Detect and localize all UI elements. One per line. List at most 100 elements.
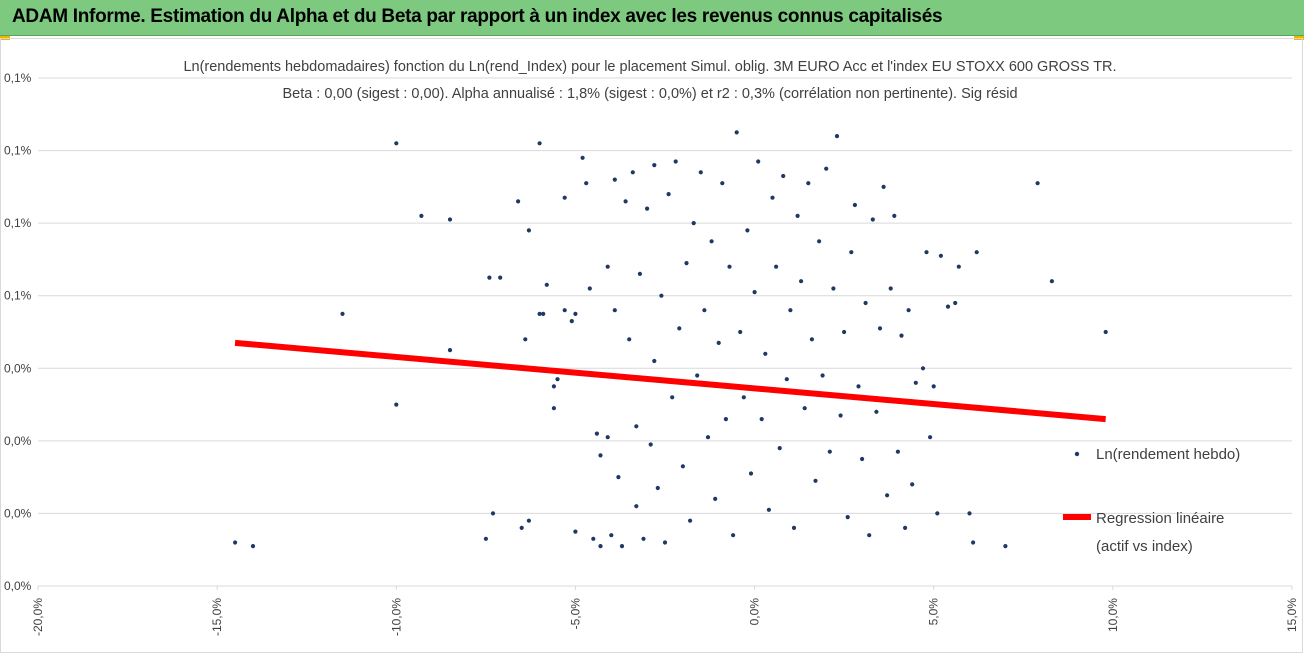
scatter-point [723, 417, 729, 422]
scatter-point [863, 300, 868, 306]
y-tick-label: 0,0% [4, 361, 32, 375]
report-banner: ADAM Informe. Estimation du Alpha et du … [0, 0, 1304, 36]
scatter-point [394, 402, 399, 407]
scatter-point [745, 228, 750, 233]
x-tick-label: 0,0% [748, 598, 762, 626]
scatter-point [702, 308, 707, 313]
scatter-point [648, 442, 653, 447]
scatter-point [662, 540, 668, 545]
scatter-point [250, 544, 256, 549]
scatter-point [766, 507, 772, 512]
scatter-point [587, 286, 592, 291]
scatter-point [695, 373, 700, 378]
scatter-point [487, 275, 492, 280]
scatter-point [938, 253, 944, 258]
scatter-point [791, 525, 797, 531]
scatter-point [680, 464, 686, 469]
legend-line-label-2: (actif vs index) [1096, 538, 1193, 555]
scatter-point [885, 493, 890, 498]
scatter-point [573, 311, 578, 316]
scatter-point [945, 304, 951, 309]
scatter-point [598, 544, 603, 549]
scatter-point [594, 431, 600, 436]
scatter-point [752, 290, 757, 295]
scatter-point [562, 308, 567, 313]
scatter-point [831, 286, 836, 291]
scatter-point [637, 271, 643, 276]
scatter-point [903, 525, 908, 531]
scatter-point [827, 449, 832, 454]
scatter-point [817, 239, 822, 244]
scatter-point [498, 275, 503, 280]
scatter-point [605, 264, 610, 269]
scatter-point [770, 195, 775, 200]
scatter-point [734, 130, 739, 135]
scatter-point [856, 384, 861, 389]
scatter-point [523, 337, 528, 342]
y-tick-label: 0,0% [4, 506, 32, 520]
scatter-point [537, 311, 542, 316]
scatter-point [641, 536, 646, 541]
scatter-point [716, 340, 721, 345]
axes-layer: 0,0% 0,0% 0,0% 0,0% 0,1% 0,1% 0,1% 0,1% -20,0% -1… [4, 71, 1299, 636]
y-tick-label: 0,1% [4, 289, 32, 303]
scatter-point [673, 159, 678, 164]
scatter-point [842, 329, 847, 335]
y-tick-label: 0,0% [4, 434, 32, 448]
scatter-point [756, 159, 761, 164]
scatter-point [541, 311, 546, 316]
scatter-point [759, 417, 764, 422]
scatter-point [974, 250, 979, 255]
scatter-point [580, 155, 585, 160]
scatter-point [630, 170, 635, 175]
scatter-point [652, 163, 657, 168]
x-tick-label: -20,0% [31, 598, 45, 636]
scatter-point [537, 141, 542, 146]
regression-layer [234, 339, 1106, 423]
scatter-point [956, 264, 961, 269]
scatter-point [731, 533, 736, 538]
scatter-point [931, 384, 936, 389]
scatter-point [928, 435, 933, 440]
scatter-point [935, 511, 940, 516]
scatter-point [777, 446, 782, 451]
chart-frame [0, 38, 1303, 653]
scatter-point [913, 380, 918, 385]
points-layer [233, 130, 1108, 549]
scatter-point [813, 478, 818, 483]
x-tick-label: 15,0% [1285, 598, 1299, 632]
scatter-point [849, 250, 854, 255]
scatter-point [845, 515, 850, 520]
scatter-point [877, 326, 883, 331]
scatter-point [619, 544, 625, 549]
scatter-point [781, 173, 786, 179]
scatter-point [727, 264, 732, 269]
scatter-point [874, 409, 879, 414]
scatter-point [652, 358, 657, 364]
scatter-point [899, 333, 904, 338]
scatter-point [713, 496, 718, 501]
scatter-point [623, 199, 628, 204]
scatter-point [953, 300, 958, 306]
scatter-point [666, 192, 671, 197]
x-tick-label: -15,0% [210, 598, 224, 636]
scatter-point [834, 134, 840, 139]
scatter-point [802, 406, 807, 411]
scatter-point [738, 329, 743, 335]
scatter-point [1049, 279, 1054, 284]
scatter-point [709, 239, 714, 244]
scatter-point [591, 536, 596, 541]
scatter-point [895, 449, 901, 454]
scatter-point [748, 471, 754, 476]
scatter-point [824, 166, 829, 171]
scatter-point [698, 170, 703, 175]
scatter-point [584, 181, 589, 186]
scatter-point [906, 308, 911, 313]
scatter-point [340, 311, 345, 316]
scatter-point [573, 529, 578, 534]
x-tick-label: 5,0% [927, 598, 941, 626]
scatter-point [881, 184, 886, 189]
scatter-point [860, 456, 865, 462]
scatter-point [888, 286, 893, 291]
